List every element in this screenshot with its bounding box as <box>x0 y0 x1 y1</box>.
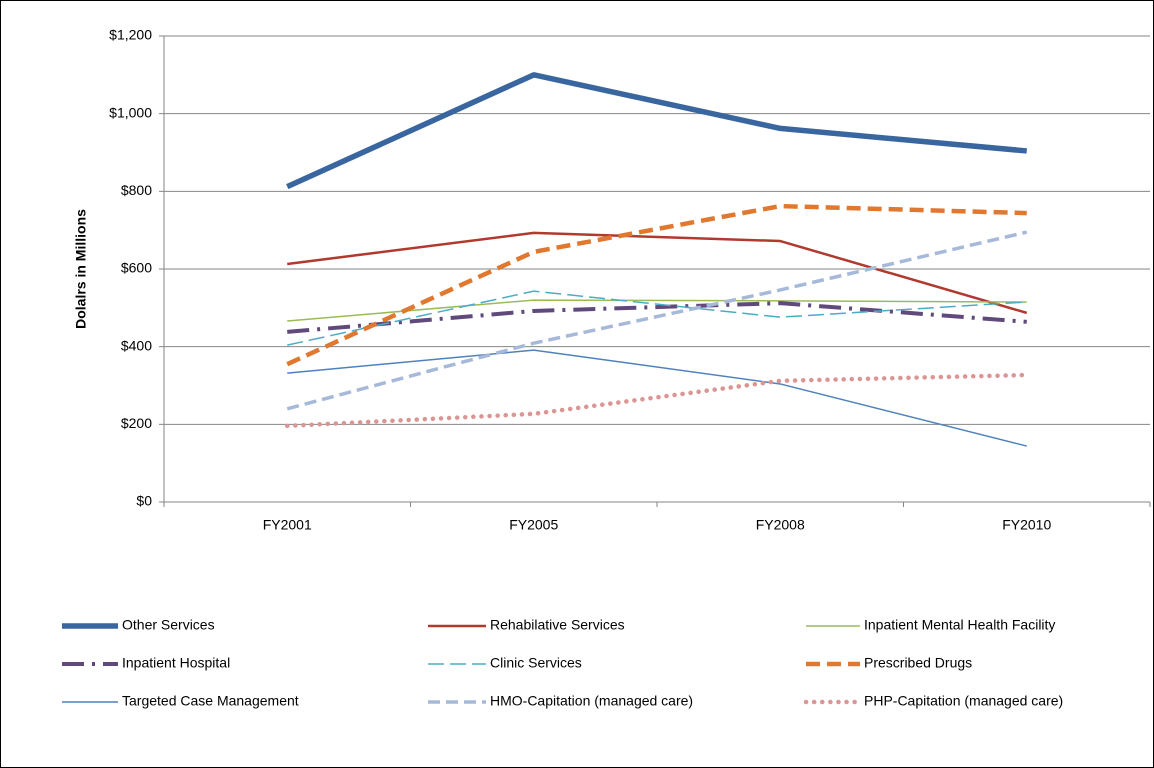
legend-label: Prescribed Drugs <box>864 655 972 671</box>
series-line <box>286 72 1028 190</box>
series-line <box>287 231 1028 315</box>
legend-label: Other Services <box>122 617 215 633</box>
y-axis-label: Dolalrs in Millions <box>73 209 89 329</box>
legend-label: Targeted Case Management <box>122 693 299 709</box>
legend-label: Inpatient Mental Health Facility <box>864 617 1055 633</box>
y-tick-label: $200 <box>121 415 152 431</box>
y-tick-label: $800 <box>121 182 152 198</box>
x-tick-label: FY2008 <box>756 517 805 533</box>
series-line <box>287 301 1027 334</box>
x-tick-label: FY2005 <box>509 517 558 533</box>
legend-label: Rehabilative Services <box>490 617 625 633</box>
y-tick-label: $600 <box>121 260 152 276</box>
series-line <box>287 349 1027 447</box>
x-tick-label: FY2001 <box>263 517 312 533</box>
y-tick-label: $1,000 <box>109 104 152 120</box>
y-tick-label: $0 <box>136 493 152 509</box>
legend-label: Clinic Services <box>490 655 582 671</box>
x-tick-label: FY2010 <box>1002 517 1051 533</box>
series-line <box>286 230 1028 411</box>
y-tick-label: $400 <box>121 337 152 353</box>
legend-label: Inpatient Hospital <box>122 655 230 671</box>
series-line <box>286 203 1027 367</box>
series-line <box>287 290 1027 346</box>
legend-label: PHP-Capitation (managed care) <box>864 693 1063 709</box>
legend-label: HMO-Capitation (managed care) <box>490 693 693 709</box>
series-line <box>287 299 1027 322</box>
series-line <box>285 372 1029 429</box>
y-tick-label: $1,200 <box>109 27 152 43</box>
